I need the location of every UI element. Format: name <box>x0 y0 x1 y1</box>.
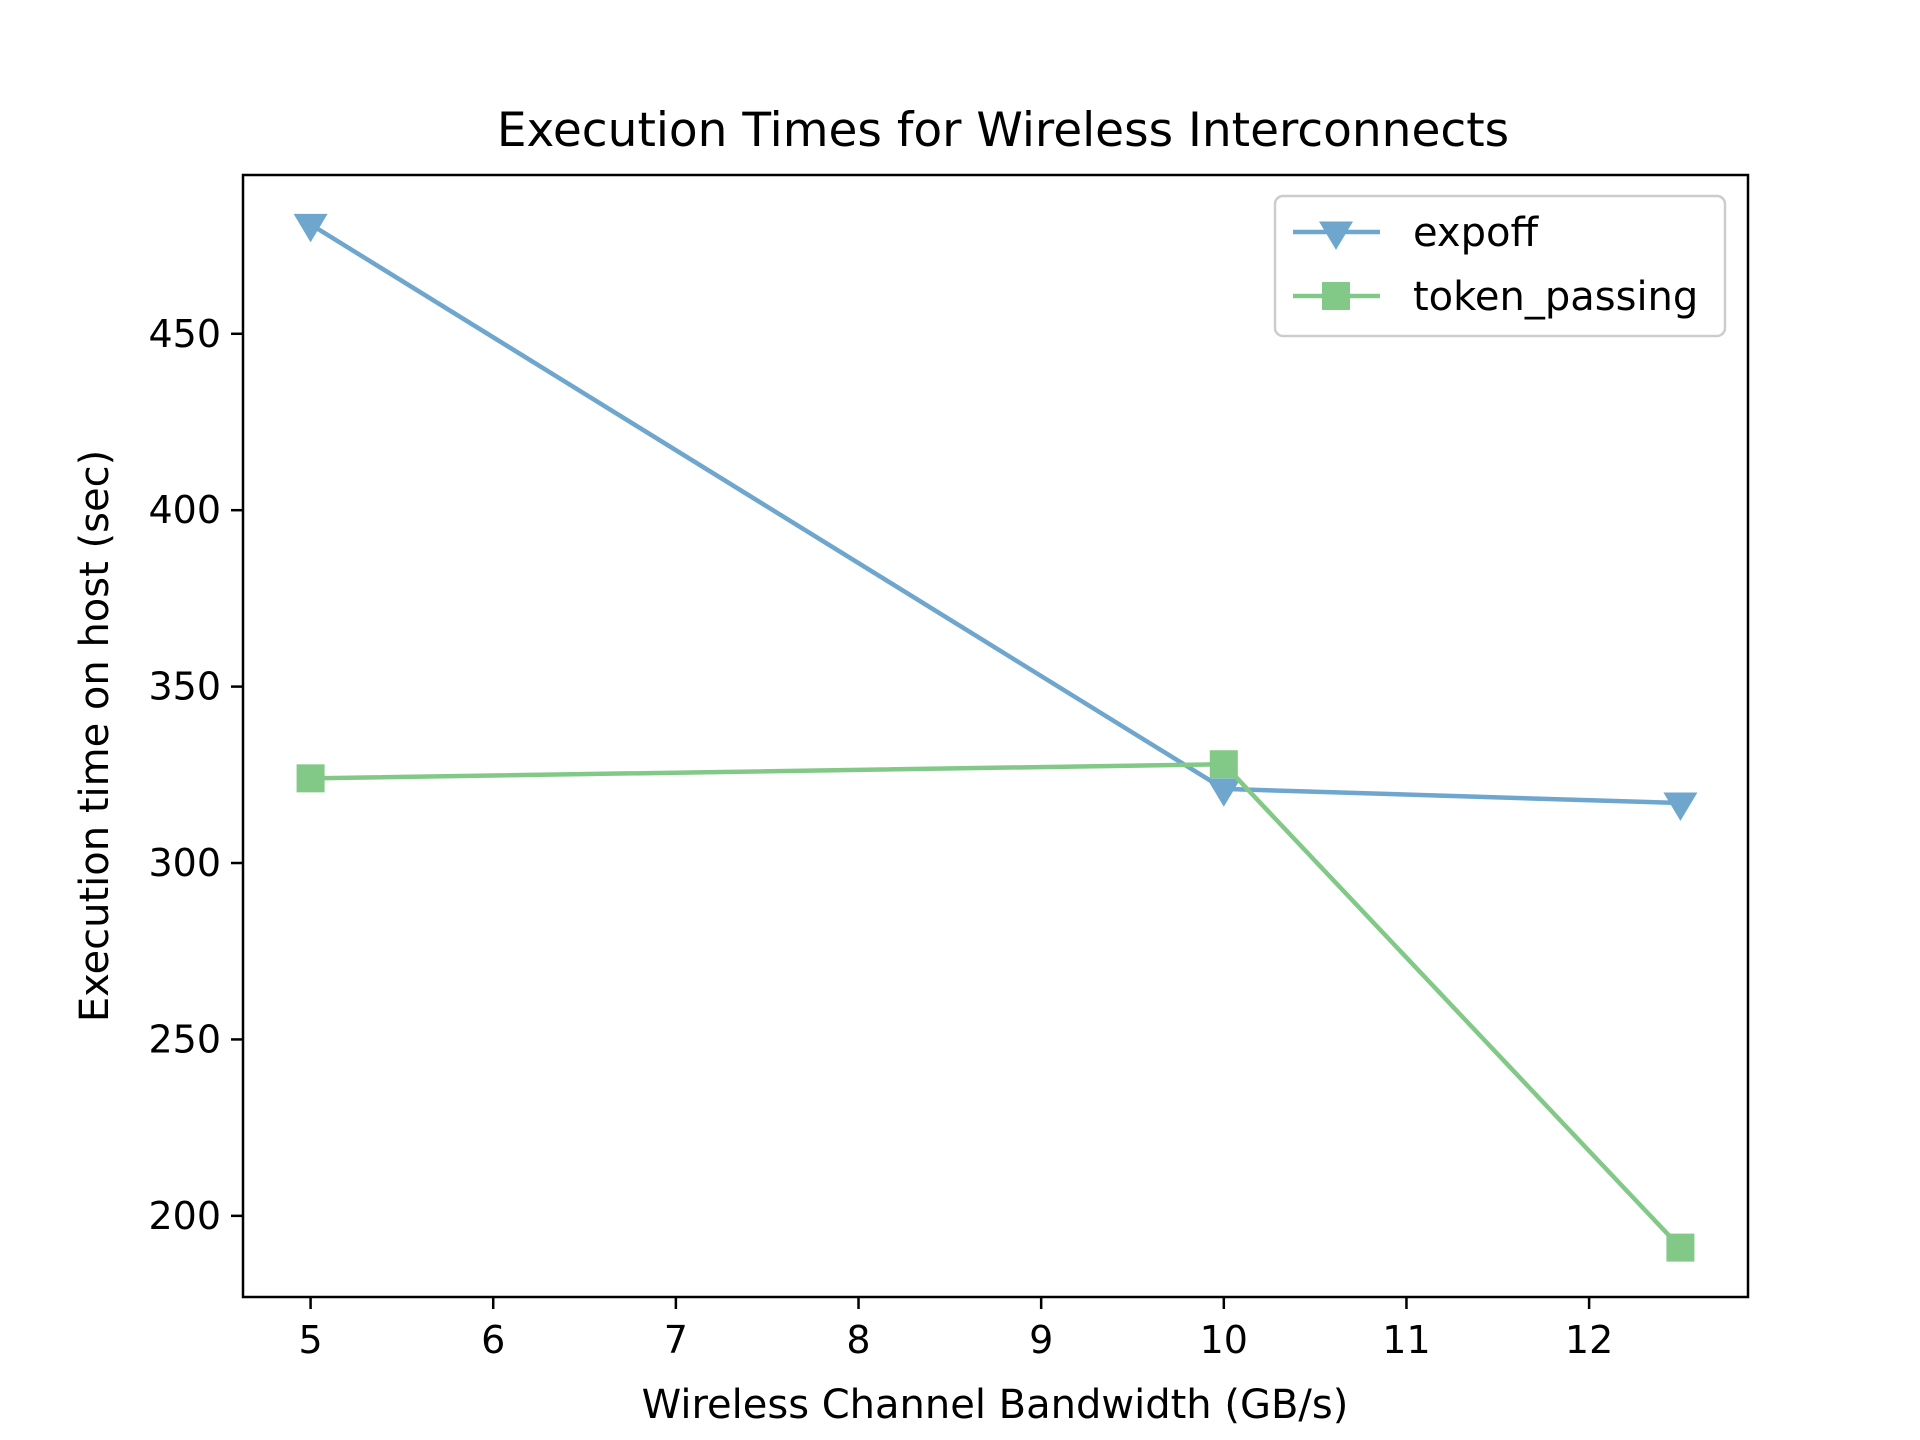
y-tick-label: 200 <box>148 1194 221 1238</box>
x-tick-label: 12 <box>1565 1318 1613 1362</box>
x-tick-label: 8 <box>846 1318 870 1362</box>
data-point <box>296 764 325 793</box>
data-point <box>1666 1233 1695 1262</box>
x-tick-label: 6 <box>481 1318 505 1362</box>
y-tick-label: 250 <box>148 1017 221 1061</box>
legend-entries: expoff token_passing <box>1293 210 1698 320</box>
series-token-passing <box>296 750 1695 1262</box>
x-axis: 5 6 7 8 9 10 11 12 <box>298 1297 1613 1362</box>
y-tick-label: 400 <box>148 488 221 532</box>
x-tick-label: 11 <box>1382 1318 1430 1362</box>
data-point <box>293 213 328 243</box>
legend-entry: token_passing <box>1293 274 1698 320</box>
legend-entry: expoff <box>1293 210 1539 256</box>
y-tick-label: 450 <box>148 312 221 356</box>
y-tick-label: 350 <box>148 665 221 709</box>
x-tick-label: 9 <box>1029 1318 1053 1362</box>
data-point <box>1209 750 1238 779</box>
legend-label: token_passing <box>1413 274 1698 320</box>
legend-marker <box>1319 221 1353 250</box>
x-tick-label: 5 <box>298 1318 322 1362</box>
legend-box <box>1273 194 1727 338</box>
y-tick-label: 300 <box>148 841 221 885</box>
plot-frame <box>241 173 1750 1299</box>
series-group <box>293 213 1698 1262</box>
y-axis-label: Execution time on host (sec) <box>72 450 118 1022</box>
legend-label: expoff <box>1413 210 1539 256</box>
x-tick-label: 7 <box>664 1318 688 1362</box>
data-point <box>1663 792 1698 821</box>
chart-title: Execution Times for Wireless Interconnec… <box>497 103 1509 158</box>
x-axis-label: Wireless Channel Bandwidth (GB/s) <box>642 1382 1349 1428</box>
y-axis: 200 250 300 350 400 450 <box>148 312 243 1238</box>
series-expoff <box>293 213 1698 821</box>
legend: expoff token_passing <box>1273 194 1727 338</box>
legend-marker <box>1322 282 1350 310</box>
data-point <box>1206 778 1241 807</box>
x-tick-label: 10 <box>1200 1318 1248 1362</box>
